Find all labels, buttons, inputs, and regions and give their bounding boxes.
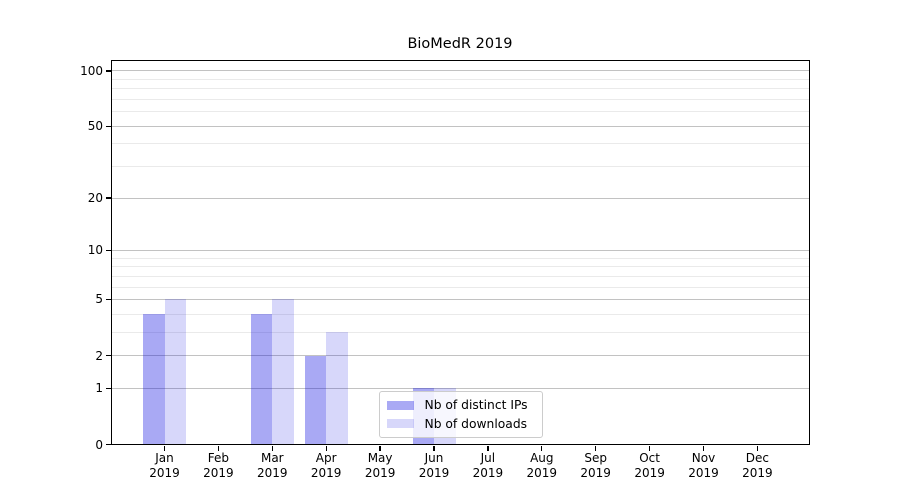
y-tick-mark bbox=[106, 298, 111, 301]
x-tick-label: Sep 2019 bbox=[580, 451, 611, 480]
x-tick-label: Jan 2019 bbox=[149, 451, 180, 480]
y-tick-mark bbox=[106, 443, 111, 446]
x-tick-label: Oct 2019 bbox=[634, 451, 665, 480]
minor-gridline bbox=[111, 88, 810, 90]
y-tick-label: 0 bbox=[95, 437, 103, 452]
y-tick-label: 20 bbox=[87, 191, 103, 206]
y-tick-label: 5 bbox=[95, 292, 103, 307]
legend: Nb of distinct IPs Nb of downloads bbox=[378, 391, 543, 438]
legend-label: Nb of downloads bbox=[424, 416, 528, 431]
major-gridline bbox=[111, 355, 810, 357]
minor-gridline bbox=[111, 275, 810, 277]
x-tick-label: Jul 2019 bbox=[472, 451, 504, 480]
x-tick-label: Apr 2019 bbox=[310, 451, 342, 480]
x-tick-label: May 2019 bbox=[364, 451, 396, 480]
minor-gridline bbox=[111, 78, 810, 80]
major-gridline bbox=[111, 249, 810, 251]
x-tick-label: Feb 2019 bbox=[203, 451, 234, 480]
x-tick-mark bbox=[163, 446, 166, 451]
minor-gridline bbox=[111, 99, 810, 101]
legend-item-downloads: Nb of downloads bbox=[386, 416, 534, 431]
y-tick-mark bbox=[106, 387, 111, 390]
minor-gridline bbox=[111, 166, 810, 168]
x-tick-label: Mar 2019 bbox=[257, 451, 288, 480]
x-tick-mark bbox=[271, 446, 273, 451]
y-tick-mark bbox=[106, 249, 111, 252]
y-tick-mark bbox=[106, 70, 111, 72]
y-tick-label: 10 bbox=[87, 243, 103, 258]
legend-item-distinct-ips: Nb of distinct IPs bbox=[386, 398, 534, 413]
minor-gridline bbox=[111, 313, 810, 315]
x-tick-mark bbox=[648, 446, 651, 451]
y-tick-mark bbox=[106, 354, 111, 357]
x-tick-label: Jun 2019 bbox=[418, 451, 450, 480]
y-tick-mark bbox=[106, 125, 111, 127]
legend-swatch-downloads bbox=[386, 419, 414, 429]
major-gridline bbox=[111, 298, 810, 300]
y-tick-label: 2 bbox=[95, 348, 103, 363]
minor-gridline bbox=[111, 143, 810, 145]
legend-swatch-distinct-ips bbox=[386, 400, 414, 410]
y-tick-mark bbox=[106, 197, 111, 199]
x-tick-mark bbox=[541, 446, 543, 451]
minor-gridline bbox=[111, 286, 810, 288]
x-tick-mark bbox=[325, 446, 327, 451]
x-tick-mark bbox=[217, 446, 220, 451]
bar bbox=[304, 355, 327, 445]
chart-title: BioMedR 2019 bbox=[407, 36, 513, 52]
plot-frame bbox=[111, 59, 810, 445]
y-tick-label: 100 bbox=[80, 63, 103, 78]
legend-label: Nb of distinct IPs bbox=[424, 398, 528, 413]
minor-gridline bbox=[111, 257, 810, 259]
x-tick-label: Aug 2019 bbox=[526, 451, 558, 480]
major-gridline bbox=[111, 197, 810, 199]
minor-gridline bbox=[111, 331, 810, 333]
bar bbox=[164, 299, 186, 445]
x-tick-mark bbox=[756, 446, 759, 451]
x-tick-label: Nov 2019 bbox=[688, 451, 719, 480]
y-tick-label: 1 bbox=[95, 381, 103, 396]
bar bbox=[250, 314, 273, 445]
minor-gridline bbox=[111, 266, 810, 268]
major-gridline bbox=[111, 125, 810, 127]
y-tick-label: 50 bbox=[87, 119, 103, 134]
x-tick-mark bbox=[702, 446, 705, 451]
major-gridline bbox=[111, 70, 810, 72]
minor-gridline bbox=[111, 111, 810, 113]
x-tick-label: Dec 2019 bbox=[742, 451, 773, 480]
bar bbox=[326, 332, 348, 445]
x-tick-mark bbox=[379, 446, 381, 451]
x-tick-mark bbox=[433, 446, 435, 451]
bar bbox=[143, 314, 165, 445]
bar bbox=[272, 299, 294, 445]
x-tick-mark bbox=[487, 446, 489, 451]
major-gridline bbox=[111, 387, 810, 389]
x-tick-mark bbox=[595, 446, 597, 451]
